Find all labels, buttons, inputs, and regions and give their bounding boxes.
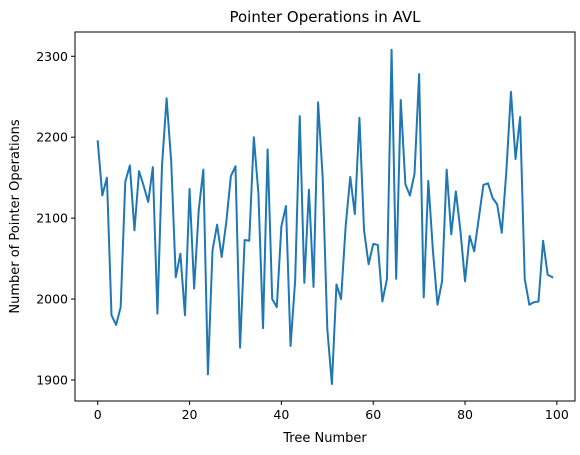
series-layer: [96, 48, 554, 386]
x-tick-label: 40: [273, 407, 289, 422]
x-tick-label: 60: [365, 407, 381, 422]
series-line-0: [96, 48, 554, 386]
chart-title: Pointer Operations in AVL: [229, 8, 421, 26]
y-axis-label: Number of Pointer Operations: [8, 119, 23, 313]
y-tick-label: 2200: [36, 130, 68, 145]
y-tick-label: 2000: [36, 292, 68, 307]
x-tick-label: 20: [182, 407, 198, 422]
axes-frame: [74, 31, 576, 402]
y-tick-label: 2100: [36, 211, 68, 226]
x-axis-label: Tree Number: [282, 431, 367, 446]
x-tick-label: 100: [545, 407, 569, 422]
x-tick-label: 80: [457, 407, 473, 422]
y-axis-ticks: 1900 2000 2100 2200 2300: [36, 49, 75, 387]
x-tick-label: 0: [94, 407, 102, 422]
y-tick-label: 1900: [36, 372, 68, 387]
y-tick-label: 2300: [36, 49, 68, 64]
plot-area: 0 20 40 60 80 100 1900 2000 2100 2200 2300: [36, 31, 576, 422]
x-axis-ticks: 0 20 40 60 80 100: [94, 401, 569, 422]
